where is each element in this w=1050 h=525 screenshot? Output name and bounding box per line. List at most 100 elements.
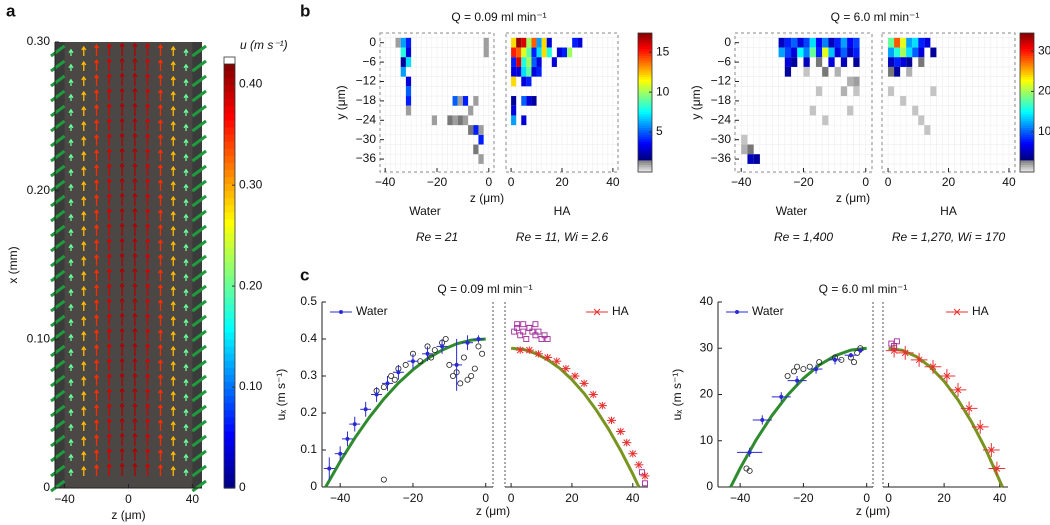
colorbar-segment <box>638 44 652 48</box>
colorbar-tick-label: 10 <box>1038 124 1050 138</box>
chart-title: Q = 0.09 ml min⁻¹ <box>451 10 546 24</box>
velocity-arrow <box>132 402 138 416</box>
data-point <box>380 476 387 483</box>
heatmap-cell <box>521 57 527 67</box>
colorbar-segment <box>224 403 235 411</box>
velocity-arrow <box>68 453 74 461</box>
colorbar-segment <box>224 113 235 122</box>
velocity-arrow <box>183 153 189 161</box>
velocity-arrow <box>132 42 138 56</box>
colorbar-segment <box>1020 165 1034 168</box>
data-point <box>608 417 615 424</box>
colorbar-segment <box>1020 146 1034 150</box>
heatmap-cell <box>478 134 484 145</box>
velocity-arrow <box>183 213 189 221</box>
velocity-arrow <box>94 43 100 56</box>
velocity-arrow <box>119 132 125 146</box>
velocity-arrow <box>81 360 87 371</box>
colorbar-tick-label: 0.40 <box>239 76 263 90</box>
colorbar-segment <box>224 480 235 489</box>
colorbar-segment <box>1020 44 1034 48</box>
heatmap-cell <box>521 37 527 48</box>
annotation: Re = 1,400 <box>774 230 833 244</box>
data-point <box>516 346 524 354</box>
velocity-arrow <box>132 462 138 476</box>
data-point <box>532 321 539 328</box>
heatmap-cell <box>405 57 412 67</box>
panel-name: Water <box>409 204 441 218</box>
colorbar-segment <box>224 85 235 93</box>
velocity-arrow <box>106 87 112 101</box>
heatmap-cell <box>536 57 542 67</box>
velocity-arrow <box>145 297 151 311</box>
chart-title: Q = 6.0 ml min⁻¹ <box>819 282 908 296</box>
velocity-arrow <box>119 297 125 311</box>
velocity-arrow <box>132 282 138 296</box>
colorbar-segment <box>1020 127 1034 131</box>
velocity-arrow <box>81 210 87 221</box>
heatmap-cell <box>853 37 860 48</box>
wall-hatch <box>50 164 66 178</box>
colorbar-segment <box>224 212 235 221</box>
y-tick-label: −6 <box>717 54 731 68</box>
velocity-arrow <box>183 408 189 416</box>
x-tick-label: −40 <box>330 491 351 505</box>
heatmap-cell <box>541 47 547 58</box>
y-tick-label: −24 <box>711 112 732 126</box>
colorbar-segment <box>638 158 652 162</box>
wall-hatch <box>50 464 66 478</box>
colorbar-segment <box>1020 49 1034 53</box>
colorbar-segment <box>638 83 652 87</box>
colorbar-segment <box>224 198 235 206</box>
velocity-arrow <box>132 57 138 71</box>
velocity-arrow <box>106 72 112 86</box>
heatmap-cell <box>511 57 517 67</box>
velocity-arrow <box>132 132 138 146</box>
x-tick-label: 0 <box>508 491 515 505</box>
colorbar-segment <box>224 438 235 447</box>
wall-hatch <box>50 449 66 463</box>
velocity-arrow <box>145 87 151 101</box>
velocity-arrow <box>81 345 87 356</box>
heatmap-cell <box>930 86 937 97</box>
heatmap-cell <box>888 66 895 77</box>
heatmap-cell <box>395 37 401 48</box>
velocity-arrow <box>68 258 74 266</box>
velocity-arrow <box>170 225 176 236</box>
colorbar-segment <box>638 144 652 148</box>
data-point <box>529 328 536 335</box>
data-point <box>532 332 539 339</box>
y-tick-label: 0 <box>43 480 50 494</box>
velocity-arrow <box>81 165 87 176</box>
wall-hatch <box>50 419 66 433</box>
velocity-arrow <box>119 402 125 416</box>
heatmap-cell <box>847 47 854 58</box>
wall-hatch <box>50 194 66 208</box>
colorbar-segment <box>638 130 652 134</box>
heatmap-cell <box>918 37 925 48</box>
wall-hatch <box>191 104 207 118</box>
data-point <box>541 332 548 339</box>
legend-marker <box>735 310 739 314</box>
velocity-arrow <box>81 285 87 296</box>
velocity-arrow <box>145 417 151 431</box>
heatmap-cell <box>906 37 913 48</box>
annotation: Re = 21 <box>416 230 458 244</box>
velocity-arrow <box>157 58 163 71</box>
velocity-arrow <box>106 282 112 296</box>
data-point <box>800 366 807 373</box>
heatmap-cell <box>888 37 895 48</box>
colorbar-segment <box>1020 155 1034 159</box>
data-point <box>544 354 551 361</box>
heatmap-cell <box>556 47 562 58</box>
x-tick-label: 0 <box>125 492 132 506</box>
panel-label: c <box>300 265 309 284</box>
colorbar-segment <box>224 459 235 468</box>
heatmap-cell <box>888 47 895 58</box>
data-point <box>525 346 533 354</box>
velocity-arrow <box>94 328 100 341</box>
velocity-arrow <box>170 270 176 281</box>
legend-marker <box>593 308 601 316</box>
heatmap-cell <box>924 37 931 48</box>
colorbar-segment <box>224 424 235 433</box>
